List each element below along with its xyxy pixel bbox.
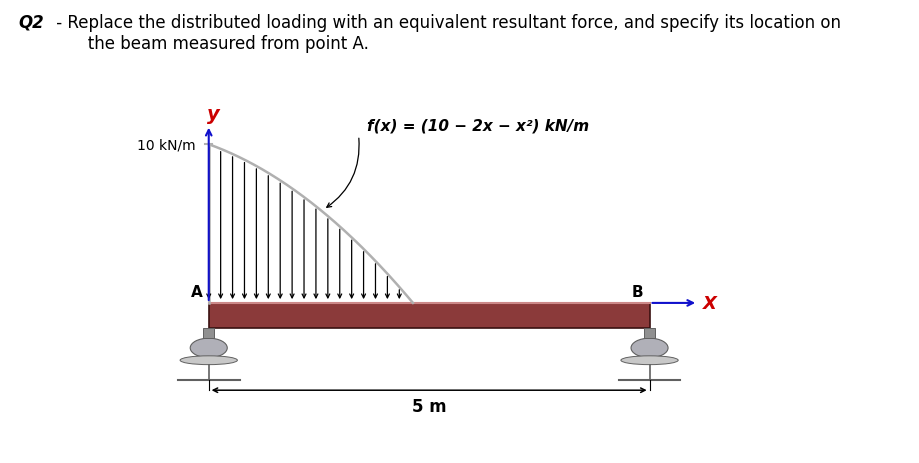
Ellipse shape — [180, 356, 237, 365]
Bar — [203, 328, 214, 338]
Bar — [209, 303, 649, 328]
Text: f(x) = (10 − 2x − x²) kN/m: f(x) = (10 − 2x − x²) kN/m — [367, 118, 589, 133]
Text: - Replace the distributed loading with an equivalent resultant force, and specif: - Replace the distributed loading with a… — [51, 14, 840, 53]
Bar — [643, 328, 654, 338]
Text: X: X — [702, 294, 717, 312]
Text: 10 kN/m: 10 kN/m — [137, 138, 196, 152]
Ellipse shape — [630, 338, 667, 358]
Ellipse shape — [190, 338, 227, 358]
Text: 5 m: 5 m — [412, 397, 446, 415]
Ellipse shape — [620, 356, 677, 365]
Text: A: A — [190, 284, 202, 299]
Text: Q2: Q2 — [18, 14, 44, 32]
Text: B: B — [631, 284, 642, 299]
Text: y: y — [207, 105, 220, 124]
